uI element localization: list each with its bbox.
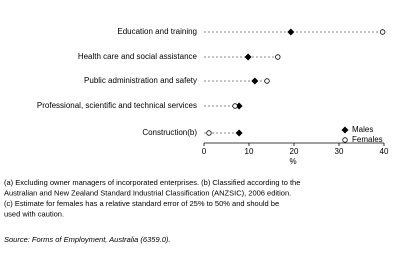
male-marker — [235, 129, 243, 137]
legend-marker — [341, 126, 349, 134]
x-tick-label: 30 — [335, 147, 344, 156]
footnote: (a) Excluding owner managers of incorpor… — [4, 178, 300, 187]
female-marker — [275, 54, 281, 60]
footnote: (c) Estimate for females has a relative … — [4, 199, 279, 208]
female-marker — [379, 29, 386, 35]
x-axis-label: % — [289, 157, 296, 166]
female-marker — [232, 103, 238, 109]
legend-marker — [342, 137, 348, 143]
x-tick-label: 20 — [290, 147, 299, 156]
category-label: Education and training — [117, 27, 197, 36]
source: Source: Forms of Employment, Australia (… — [4, 235, 170, 244]
legend-label: Females — [352, 135, 383, 144]
category-label: Health care and social assistance — [78, 52, 198, 61]
category-label: Public administration and safety — [84, 76, 197, 85]
category-label: Professional, scientific and technical s… — [37, 101, 197, 110]
male-marker — [244, 53, 252, 61]
female-marker — [206, 130, 212, 136]
category-label: Construction(b) — [142, 128, 197, 137]
male-marker — [251, 77, 259, 85]
footnote: used with caution. — [4, 209, 64, 218]
male-marker — [287, 28, 295, 36]
x-tick-label: 40 — [380, 147, 389, 156]
x-tick-label: 0 — [202, 147, 207, 156]
legend-label: Males — [352, 125, 373, 134]
female-marker — [264, 78, 270, 84]
x-tick-label: 10 — [245, 147, 254, 156]
footnote: Australian and New Zealand Standard Indu… — [4, 188, 291, 197]
